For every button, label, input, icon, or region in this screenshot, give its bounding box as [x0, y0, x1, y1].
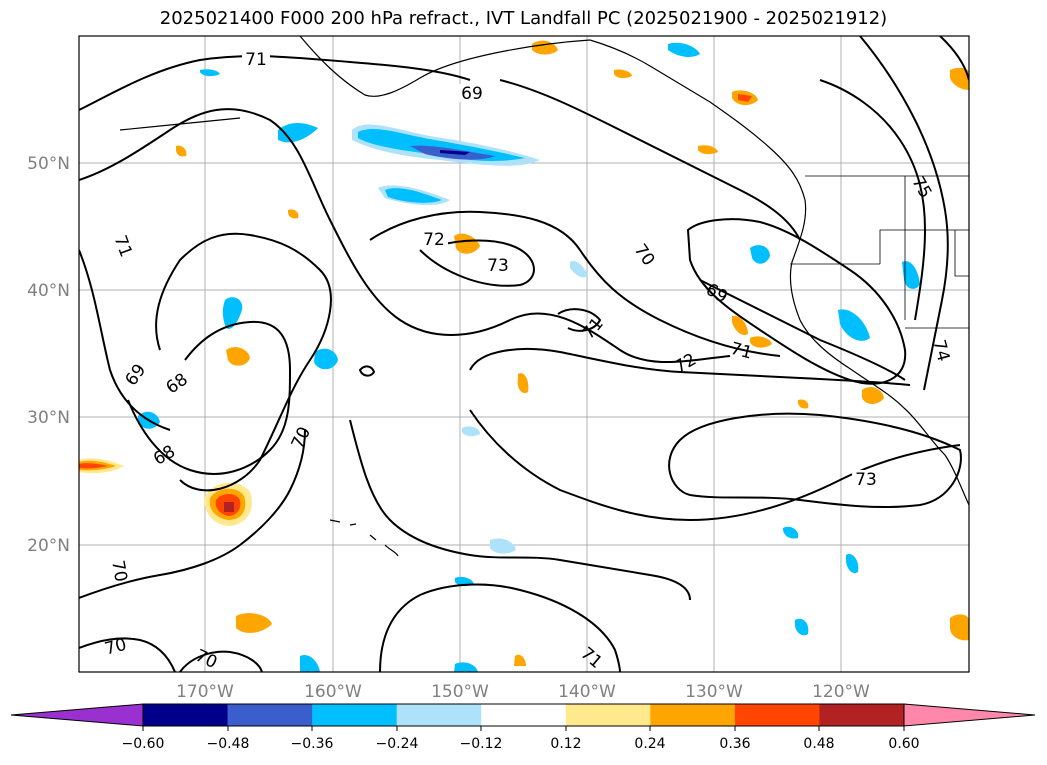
colorbar: −0.60 −0.48 −0.36 −0.24 −0.12 0.12 0.24 … — [10, 703, 1036, 752]
longitude-axis: 170°W 160°W 150°W 140°W 130°W 120°W — [176, 682, 870, 702]
contour-label: 70 — [107, 559, 130, 584]
map-area — [79, 36, 969, 672]
colorbar-outline — [142, 703, 905, 727]
chart-title: 2025021400 F000 200 hPa refract., IVT La… — [159, 8, 888, 29]
longitude-label: 130°W — [685, 682, 743, 702]
map-border — [78, 35, 970, 673]
colorbar-tick-label: 0.36 — [719, 736, 750, 752]
colorbar-tick-label: −0.24 — [376, 736, 419, 752]
positive-anomaly-shading — [79, 40, 969, 666]
colorbar-segment — [396, 704, 482, 726]
colorbar-tick-label: 0.24 — [634, 736, 665, 752]
latitude-label: 30°N — [27, 408, 70, 428]
colorbar-tick-label: 0.48 — [803, 736, 834, 752]
colorbar-ticks — [142, 726, 905, 731]
contour-label: 71 — [245, 50, 267, 70]
latitude-label: 20°N — [27, 536, 70, 556]
colorbar-segment — [143, 704, 229, 726]
longitude-label: 140°W — [558, 682, 616, 702]
contour-label: 73 — [487, 256, 509, 276]
colorbar-tick-label: −0.36 — [291, 736, 334, 752]
colorbar-segment — [227, 704, 313, 726]
colorbar-segment — [819, 704, 905, 726]
contour-label: 72 — [423, 230, 445, 250]
latitude-axis: 50°N 40°N 30°N 20°N — [27, 154, 70, 556]
colorbar-tick-label: −0.12 — [460, 736, 503, 752]
colorbar-tick-label: −0.48 — [207, 736, 250, 752]
longitude-label: 170°W — [176, 682, 234, 702]
colorbar-segment — [734, 704, 820, 726]
longitude-label: 120°W — [812, 682, 870, 702]
contour-label: 69 — [461, 84, 483, 104]
colorbar-tick-label: −0.60 — [122, 736, 165, 752]
colorbar-extend-low — [11, 704, 143, 726]
colorbar-segment — [481, 704, 567, 726]
longitude-label: 160°W — [304, 682, 362, 702]
colorbar-tick-label: 0.12 — [550, 736, 581, 752]
colorbar-segment — [312, 704, 398, 726]
colorbar-segments — [11, 704, 1035, 726]
colorbar-segment — [650, 704, 736, 726]
coastlines — [119, 36, 969, 557]
colorbar-extend-high — [904, 704, 1035, 726]
latitude-label: 50°N — [27, 154, 70, 174]
longitude-label: 150°W — [431, 682, 489, 702]
colorbar-tick-label: 0.60 — [888, 736, 919, 752]
contour-label: 73 — [855, 470, 877, 490]
refractivity-contours — [79, 36, 969, 672]
latitude-label: 40°N — [27, 281, 70, 301]
colorbar-segment — [565, 704, 651, 726]
